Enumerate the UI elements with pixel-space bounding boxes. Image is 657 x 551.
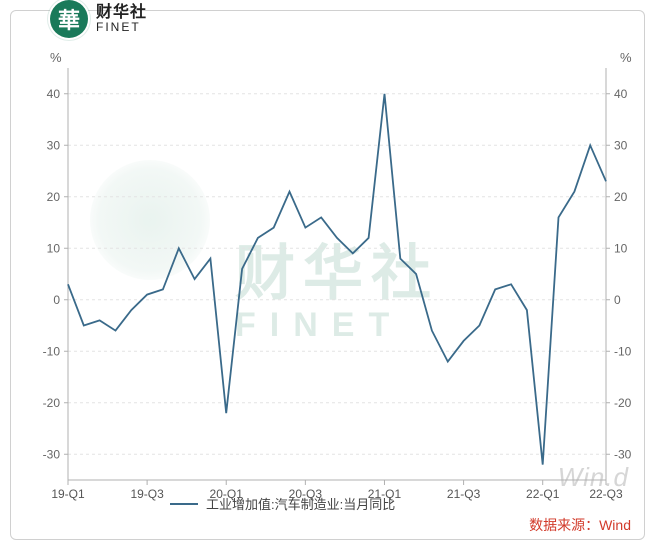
series-line [68,94,606,465]
svg-text:21-Q3: 21-Q3 [447,487,481,501]
svg-text:30: 30 [47,138,61,152]
svg-text:-20: -20 [43,396,61,410]
svg-text:19-Q3: 19-Q3 [130,487,164,501]
svg-text:10: 10 [47,241,61,255]
svg-text:40: 40 [614,87,628,101]
legend-swatch [170,503,198,505]
brand-glyph: 華 [50,0,88,38]
svg-text:-10: -10 [614,344,632,358]
svg-text:-20: -20 [614,396,632,410]
y-axis-unit-left: % [50,50,62,65]
svg-text:19-Q1: 19-Q1 [51,487,85,501]
svg-text:-30: -30 [614,447,632,461]
svg-text:40: 40 [47,87,61,101]
svg-text:20: 20 [614,190,628,204]
svg-text:22-Q1: 22-Q1 [526,487,560,501]
y-axis-unit-right: % [620,50,632,65]
data-source-label: 数据来源：Wind [529,515,631,535]
svg-text:22-Q3: 22-Q3 [589,487,623,501]
chart-svg: -30 -20 -10 0 10 20 30 40 -30 -20 -10 0 10 20 30 40 19… [10,10,645,540]
legend-label: 工业增加值:汽车制造业:当月同比 [206,494,395,513]
svg-text:10: 10 [614,241,628,255]
svg-text:30: 30 [614,138,628,152]
brand-name-cn: 财华社 [96,4,147,22]
brand-name-en: FINET [96,21,147,34]
legend: 工业增加值:汽车制造业:当月同比 [170,494,395,513]
svg-text:-30: -30 [43,447,61,461]
brand-logo: 華 财华社 FINET [50,0,147,38]
svg-text:0: 0 [53,293,60,307]
svg-text:0: 0 [614,293,621,307]
svg-text:20: 20 [47,190,61,204]
svg-text:-10: -10 [43,344,61,358]
